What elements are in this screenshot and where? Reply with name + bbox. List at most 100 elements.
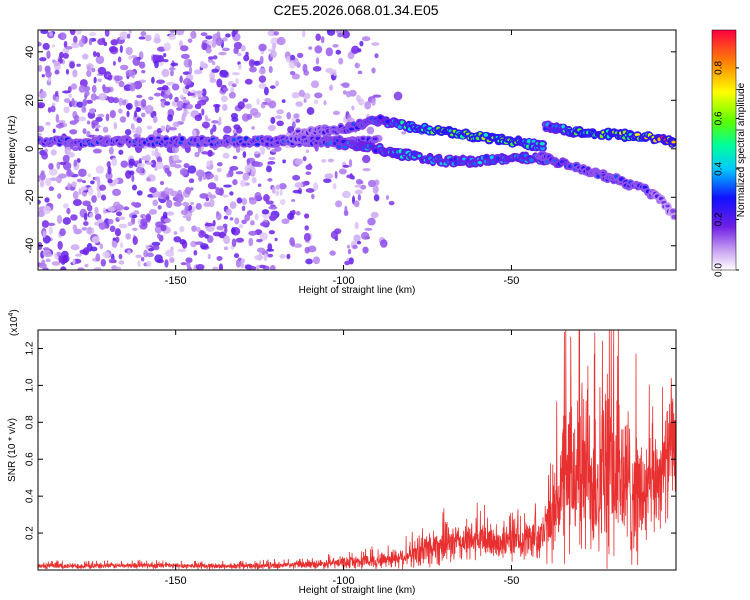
noise-blob bbox=[258, 43, 267, 52]
noise-blob bbox=[154, 147, 159, 155]
noise-blob bbox=[176, 100, 184, 109]
noise-blob bbox=[182, 112, 188, 118]
noise-blob bbox=[46, 50, 51, 59]
noise-blob bbox=[270, 37, 279, 46]
noise-blob bbox=[274, 237, 278, 242]
noise-blob bbox=[156, 79, 166, 84]
noise-blob bbox=[53, 60, 61, 67]
snr-y-ticks: 0.2 0.4 0.6 0.8 1.0 1.2 bbox=[25, 341, 676, 540]
noise-blob bbox=[326, 30, 336, 36]
noise-blob bbox=[71, 42, 80, 49]
noise-blob bbox=[372, 94, 382, 98]
noise-blob bbox=[367, 217, 376, 226]
noise-blob bbox=[127, 221, 133, 227]
noise-blob bbox=[242, 98, 249, 103]
noise-blob bbox=[113, 75, 123, 82]
noise-blob bbox=[357, 194, 362, 201]
noise-blob bbox=[109, 225, 116, 233]
noise-blob bbox=[348, 257, 354, 265]
y-tick-label: -20 bbox=[24, 189, 36, 205]
noise-blob bbox=[140, 218, 148, 227]
y-tick-label: 1.2 bbox=[25, 341, 36, 355]
signal-core bbox=[642, 185, 648, 189]
noise-blob bbox=[118, 223, 128, 229]
noise-blob bbox=[334, 170, 338, 179]
noise-blob bbox=[102, 126, 109, 133]
noise-blob bbox=[172, 154, 180, 161]
noise-blob bbox=[166, 211, 175, 216]
noise-blob bbox=[258, 264, 267, 269]
noise-blob bbox=[138, 61, 146, 69]
noise-blob bbox=[305, 258, 313, 265]
noise-blob bbox=[275, 190, 280, 196]
noise-blob bbox=[63, 40, 68, 49]
noise-blob bbox=[329, 84, 334, 91]
noise-blob bbox=[90, 93, 98, 101]
noise-blob bbox=[362, 167, 371, 172]
noise-blob bbox=[65, 46, 73, 50]
noise-blob bbox=[125, 46, 133, 56]
noise-blob bbox=[315, 57, 320, 65]
noise-blob bbox=[160, 100, 166, 108]
y-tick-label: 20 bbox=[24, 94, 36, 106]
noise-blob bbox=[135, 254, 142, 259]
noise-blob bbox=[241, 197, 248, 206]
noise-blob bbox=[194, 114, 203, 122]
noise-blob bbox=[205, 47, 212, 54]
noise-blob bbox=[182, 201, 190, 207]
noise-blob bbox=[265, 200, 274, 205]
noise-blob bbox=[312, 256, 321, 265]
noise-blob bbox=[59, 51, 64, 59]
noise-blob bbox=[216, 31, 221, 39]
noise-blob bbox=[156, 259, 164, 264]
noise-blob bbox=[146, 260, 152, 268]
noise-blob bbox=[234, 217, 240, 225]
noise-blob bbox=[166, 199, 173, 209]
noise-blob bbox=[48, 186, 55, 192]
noise-blob bbox=[310, 80, 320, 89]
x-tick-label: -100 bbox=[333, 275, 355, 287]
noise-blob bbox=[268, 230, 275, 235]
noise-blob bbox=[124, 129, 132, 136]
noise-blob bbox=[165, 249, 175, 257]
noise-blob bbox=[275, 80, 279, 87]
noise-blob bbox=[380, 239, 388, 248]
noise-blob bbox=[321, 158, 327, 163]
noise-blob bbox=[205, 224, 215, 232]
noise-blob bbox=[352, 244, 358, 249]
noise-blob bbox=[62, 154, 70, 163]
noise-blob bbox=[242, 172, 250, 181]
noise-blob bbox=[96, 52, 101, 58]
noise-blob bbox=[364, 101, 372, 110]
noise-blob bbox=[354, 62, 361, 69]
noise-blob bbox=[218, 263, 224, 270]
noise-blob bbox=[257, 183, 262, 187]
noise-blob bbox=[142, 215, 147, 219]
noise-blob bbox=[50, 149, 57, 156]
noise-blob bbox=[57, 193, 62, 199]
noise-blob bbox=[342, 164, 350, 168]
noise-blob bbox=[93, 267, 102, 270]
noise-blob bbox=[141, 69, 146, 74]
noise-blob bbox=[136, 94, 143, 99]
noise-blob bbox=[223, 184, 232, 188]
noise-blob bbox=[183, 78, 192, 86]
signal-core bbox=[483, 133, 488, 137]
noise-blob bbox=[149, 187, 157, 193]
noise-blob bbox=[223, 246, 229, 251]
noise-blob bbox=[97, 113, 105, 118]
noise-blob bbox=[353, 234, 361, 242]
noise-blob bbox=[78, 168, 87, 178]
noise-blob bbox=[204, 233, 209, 239]
noise-blob bbox=[52, 128, 56, 134]
y-tick-label: 1.0 bbox=[25, 378, 36, 392]
noise-blob bbox=[179, 94, 184, 100]
noise-blob bbox=[258, 75, 267, 83]
noise-blob bbox=[291, 92, 300, 99]
noise-blob bbox=[206, 40, 214, 45]
noise-blob bbox=[164, 101, 171, 106]
noise-blob bbox=[343, 210, 349, 217]
signal-core bbox=[372, 137, 378, 141]
noise-blob bbox=[57, 240, 63, 250]
colorbar: 0.0 0.2 0.4 0.6 0.8 Normalized spectral ampl… bbox=[711, 29, 747, 277]
